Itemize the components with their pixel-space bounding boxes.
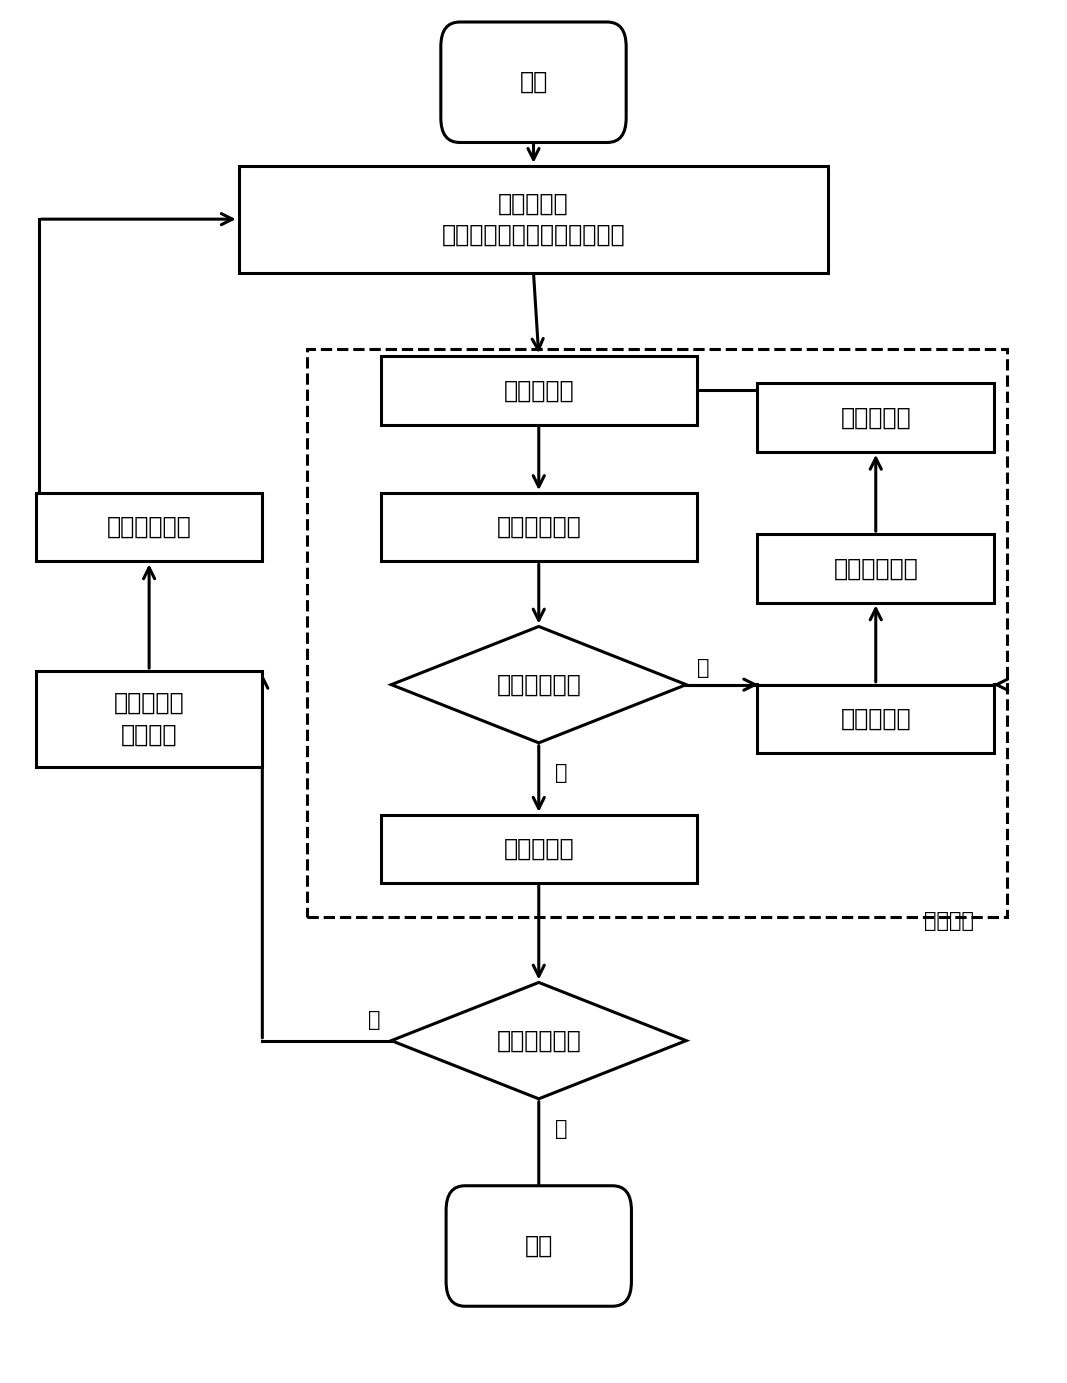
Bar — [381, 492, 697, 561]
Text: 开始: 开始 — [520, 71, 547, 94]
Bar — [381, 815, 697, 884]
Text: 生成新种群: 生成新种群 — [841, 405, 911, 430]
Text: 是: 是 — [555, 1119, 567, 1140]
FancyBboxPatch shape — [441, 22, 626, 142]
Bar — [36, 671, 262, 766]
Bar — [239, 166, 828, 272]
Text: 是: 是 — [555, 763, 567, 783]
Text: 否: 否 — [368, 1010, 381, 1030]
Bar — [758, 383, 994, 452]
Bar — [381, 355, 697, 425]
Polygon shape — [392, 626, 686, 743]
Text: 遗传寻优: 遗传寻优 — [924, 910, 974, 931]
FancyBboxPatch shape — [446, 1185, 632, 1306]
Text: 搜索退出判定: 搜索退出判定 — [496, 1029, 582, 1052]
Text: 计算适应度: 计算适应度 — [841, 707, 911, 730]
Bar — [758, 685, 994, 754]
Text: 计算目标函数: 计算目标函数 — [496, 516, 582, 539]
Text: 执行遗传策略: 执行遗传策略 — [833, 556, 918, 581]
Bar — [307, 350, 1007, 917]
Polygon shape — [392, 982, 686, 1099]
Text: 寻优退出判定: 寻优退出判定 — [496, 672, 582, 697]
Text: 结束: 结束 — [525, 1234, 553, 1259]
Text: 输出最优解: 输出最优解 — [504, 837, 574, 862]
Text: 种群初始化: 种群初始化 — [504, 379, 574, 402]
Bar — [758, 534, 994, 603]
Text: 边界特征替代: 边界特征替代 — [107, 516, 191, 539]
Text: 否: 否 — [697, 658, 710, 678]
Text: 信息初始化
（工件点云，边界特征信息）: 信息初始化 （工件点云，边界特征信息） — [442, 191, 625, 248]
Bar — [36, 492, 262, 561]
Text: 记录新边界
特征信息: 记录新边界 特征信息 — [114, 692, 185, 747]
